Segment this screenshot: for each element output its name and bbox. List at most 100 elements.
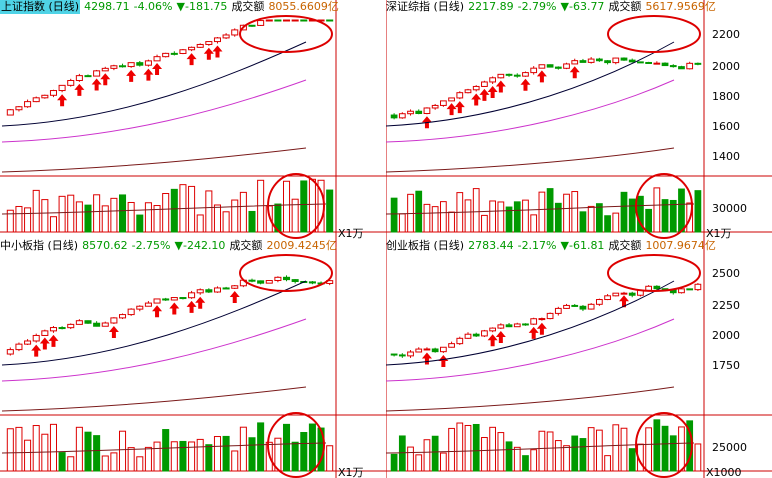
- candle-body: [49, 327, 57, 332]
- buy-arrow-icon: [186, 300, 197, 313]
- candle-body: [170, 297, 178, 301]
- candle-body: [300, 19, 308, 22]
- candle-body: [248, 279, 256, 282]
- candle-body: [15, 343, 23, 351]
- candle-body: [231, 29, 239, 36]
- change-points: ▼-181.75: [176, 0, 228, 13]
- candle-body: [448, 343, 455, 348]
- candle-body: [179, 49, 187, 54]
- volume-bar: [481, 214, 488, 233]
- buy-arrow-icon: [152, 305, 163, 318]
- candle-body: [274, 19, 282, 22]
- volume-bar: [522, 199, 529, 233]
- volume-ma-line: [1, 203, 327, 215]
- volume-bar: [300, 180, 308, 233]
- candle-body: [179, 297, 187, 300]
- candle-body: [326, 19, 334, 22]
- candle-body: [222, 287, 230, 290]
- candle-body: [205, 41, 213, 45]
- volume-bar: [248, 437, 256, 472]
- volume-bar: [67, 194, 75, 233]
- candle-body: [661, 62, 669, 67]
- volume-bar: [205, 190, 213, 233]
- buy-arrow-icon: [454, 101, 465, 114]
- candle-body: [423, 107, 431, 115]
- change-points: ▼-63.77: [560, 0, 605, 13]
- volume-bar: [563, 193, 570, 233]
- candle-body: [653, 285, 661, 290]
- volume-bar: [538, 430, 546, 472]
- candle-body: [472, 333, 480, 337]
- candle-body: [188, 46, 196, 51]
- change-points: ▼-242.10: [174, 239, 226, 252]
- candle-body: [127, 308, 135, 316]
- volume-bar: [196, 214, 204, 233]
- volume-bar: [49, 216, 57, 233]
- volume-bar: [213, 204, 221, 233]
- candle-body: [472, 85, 480, 91]
- ma-long-line: [386, 386, 675, 412]
- candle-body: [41, 330, 49, 336]
- volume-bar: [415, 190, 423, 233]
- volume-bar: [15, 426, 23, 472]
- candle-body: [669, 65, 677, 68]
- volume-bar: [513, 446, 521, 472]
- buy-arrow-icon: [91, 78, 102, 91]
- index-name: 创业板指 (日线): [386, 239, 465, 252]
- highlight-circle-volume: [267, 412, 325, 478]
- candle-body: [431, 348, 439, 353]
- candle-body: [497, 73, 505, 79]
- volume-bar: [162, 429, 170, 472]
- candle-body: [67, 80, 75, 86]
- candle-body: [213, 287, 221, 293]
- candle-body: [604, 60, 611, 64]
- buy-arrow-icon: [229, 290, 240, 303]
- volume-bar: [291, 441, 299, 472]
- volume-bar: [407, 446, 414, 472]
- ma-short-line: [1, 280, 307, 366]
- candle-body: [75, 75, 83, 82]
- volume-bar: [431, 435, 439, 472]
- buy-arrow-icon: [100, 73, 111, 86]
- buy-arrow-icon: [108, 325, 119, 338]
- candle-body: [153, 56, 161, 62]
- ma-short-line: [386, 280, 675, 366]
- candle-body: [93, 70, 101, 77]
- volume-bar: [75, 426, 83, 472]
- candle-body: [283, 276, 291, 281]
- volume-bar: [110, 452, 118, 472]
- candle-body: [84, 320, 92, 324]
- ma-long-line: [1, 386, 307, 412]
- price-tick-right: 2000: [712, 329, 740, 342]
- volume-bar: [505, 441, 513, 472]
- candle-body: [49, 90, 57, 96]
- volume-bar: [153, 441, 161, 472]
- volume-bar: [231, 199, 239, 233]
- candle-body: [505, 73, 513, 76]
- buy-arrow-icon: [39, 337, 50, 350]
- candle-body: [390, 353, 398, 356]
- volume-bar: [398, 213, 406, 233]
- volume-bar: [291, 198, 299, 233]
- candle-body: [481, 81, 488, 87]
- ma-mid-line: [1, 79, 307, 143]
- candle-body: [24, 340, 32, 345]
- candle-body: [32, 334, 40, 342]
- buy-arrow-icon: [495, 80, 506, 93]
- buy-arrow-icon: [536, 322, 547, 335]
- volume-bar: [67, 456, 75, 472]
- candle-body: [231, 285, 239, 289]
- volume-bar: [93, 435, 101, 472]
- chart-chinext: 9000800070006000250022502000175010000250…: [386, 239, 772, 478]
- highlight-circle-price: [239, 15, 333, 53]
- volume-bar: [93, 194, 101, 233]
- buy-arrow-icon: [31, 344, 42, 357]
- candle-body: [398, 354, 406, 357]
- candle-body: [595, 299, 603, 305]
- volume-bar: [205, 444, 213, 472]
- header-chinext: 创业板指 (日线) 2783.44 -2.17% ▼-61.81 成交额 1007.967…: [386, 239, 716, 253]
- close-value: 2217.89: [468, 0, 514, 13]
- highlight-circle-volume: [635, 173, 693, 239]
- candle-body: [170, 52, 178, 55]
- volume-bar: [595, 203, 603, 233]
